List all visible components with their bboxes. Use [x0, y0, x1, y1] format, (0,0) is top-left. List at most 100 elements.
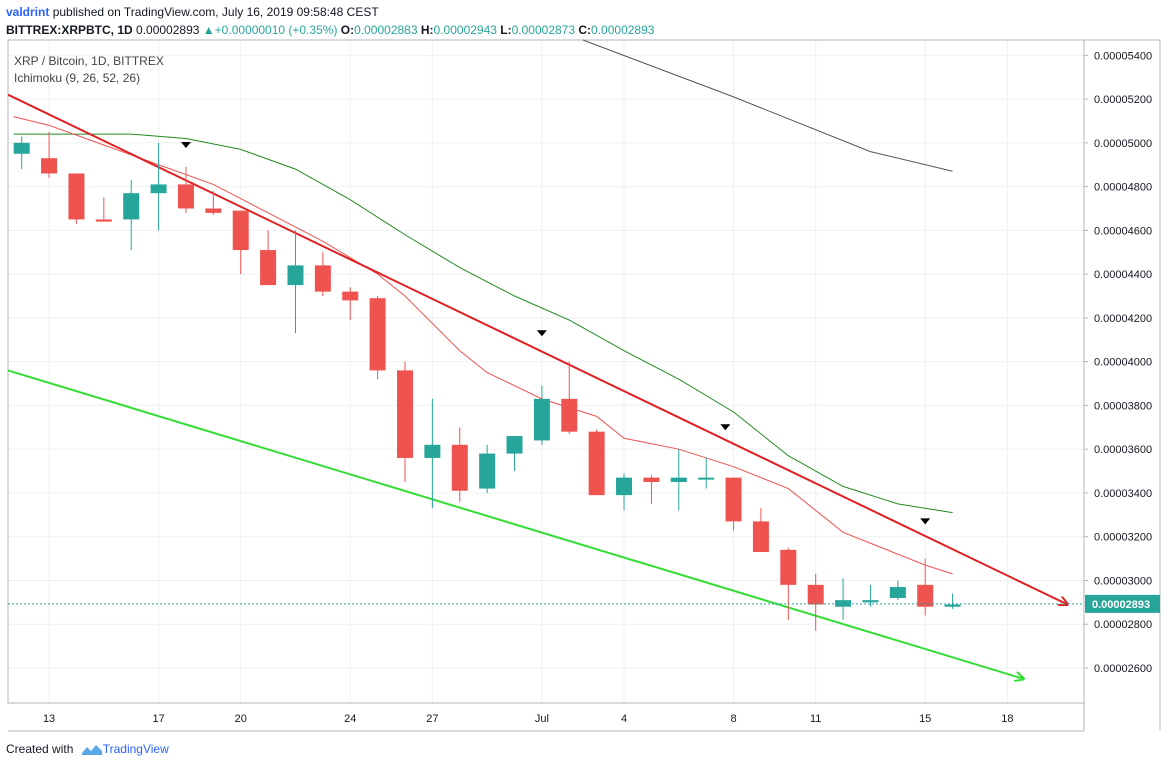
candle-body [643, 477, 660, 482]
candle [643, 475, 660, 504]
candle [780, 547, 797, 620]
candle [396, 361, 413, 482]
x-tick-label: 11 [810, 713, 821, 725]
candle [232, 210, 249, 275]
candle-body [342, 291, 359, 301]
x-tick-label: 24 [344, 713, 356, 725]
y-tick-label: 0.00004600 [1094, 225, 1152, 237]
candle-body [205, 208, 222, 213]
y-tick-label: 0.00003000 [1094, 575, 1152, 587]
candle [13, 136, 30, 170]
candle [725, 477, 742, 531]
low-label: L: [500, 23, 512, 37]
x-tick-label: 17 [152, 713, 164, 725]
x-tick-label: 20 [235, 713, 247, 725]
candle [95, 197, 112, 222]
candle [835, 578, 852, 620]
candle-body [123, 193, 140, 220]
candle-body [725, 477, 742, 522]
candle [424, 398, 441, 509]
symbol-info: BITTREX:XRPBTC, 1D 0.00002893 ▲+0.000000… [6, 23, 654, 37]
x-tick-label: 13 [43, 713, 55, 725]
candle [698, 457, 715, 489]
candle-body [698, 477, 715, 480]
footer: Created with TradingView [6, 742, 169, 756]
author-name[interactable]: valdrint [6, 5, 50, 19]
y-tick-label: 0.00003200 [1094, 532, 1152, 544]
created-with-text: Created with [6, 742, 74, 756]
publish-info: valdrint published on TradingView.com, J… [6, 5, 379, 19]
candle [150, 142, 167, 231]
y-tick-label: 0.00003800 [1094, 400, 1152, 412]
candle [616, 473, 633, 511]
candle-body [807, 584, 824, 605]
candle [944, 593, 961, 609]
tradingview-brand[interactable]: TradingView [102, 742, 169, 756]
signal-marker [720, 424, 731, 431]
candle-body [670, 477, 687, 482]
candle [41, 131, 58, 178]
candle-body [862, 600, 879, 603]
candle [752, 508, 769, 553]
candle-body [780, 549, 797, 585]
symbol-label: BITTREX:XRPBTC, 1D [6, 23, 133, 37]
last-price: 0.00002893 [136, 23, 200, 37]
candle [588, 429, 605, 496]
x-tick-label: Jul [535, 713, 549, 725]
x-tick-label: 8 [730, 713, 736, 725]
x-tick-label: 27 [426, 713, 438, 725]
candle-body [314, 265, 331, 292]
signal-marker [180, 142, 191, 149]
candle [177, 166, 194, 213]
candle [314, 252, 331, 297]
open-value: 0.00002883 [354, 23, 418, 37]
candle-body [588, 431, 605, 496]
last-price-label: 0.00002893 [1092, 599, 1150, 611]
candle [68, 173, 85, 224]
candle-body [177, 184, 194, 209]
close-label: C: [578, 23, 592, 37]
candle [451, 427, 468, 502]
y-tick-label: 0.00003400 [1094, 488, 1152, 500]
candle-body [835, 600, 852, 607]
open-label: O: [340, 23, 355, 37]
x-tick-label: 15 [919, 713, 931, 725]
signal-marker [920, 518, 931, 525]
conversion-line [13, 116, 953, 575]
candle-body [369, 298, 386, 371]
close-value: 0.00002893 [591, 23, 655, 37]
tradingview-logo-icon [81, 745, 102, 755]
candle-body [533, 398, 550, 441]
candle [479, 444, 496, 493]
candle-body [917, 584, 934, 607]
y-tick-label: 0.00002800 [1094, 619, 1152, 631]
candle-body [752, 521, 769, 553]
up-arrow-icon: ▲ [202, 23, 215, 37]
lagging-span-line [582, 39, 953, 172]
candle-body [41, 158, 58, 174]
candle [287, 230, 304, 334]
candle-body [451, 444, 468, 491]
y-tick-label: 0.00005200 [1094, 94, 1152, 106]
candle-body [232, 210, 249, 251]
signal-marker [536, 330, 547, 337]
high-value: 0.00002943 [433, 23, 497, 37]
candle [889, 580, 906, 601]
candle-body [944, 604, 961, 607]
candle [561, 361, 578, 434]
base-line [13, 133, 953, 514]
resistance-trendline [7, 93, 1068, 605]
candle [123, 180, 140, 251]
last-price-badge [1085, 594, 1160, 613]
candle-body [287, 265, 304, 286]
x-tick-label: 18 [1001, 713, 1013, 725]
indicator-legend[interactable]: Ichimoku (9, 26, 52, 26) [14, 71, 141, 85]
candle-body [13, 142, 30, 154]
chart-legend-title: XRP / Bitcoin, 1D, BITTREX [14, 54, 164, 68]
support-trendline [7, 369, 1024, 679]
candle [506, 436, 523, 472]
y-tick-label: 0.00004400 [1094, 269, 1152, 281]
candle [670, 449, 687, 511]
candle-body [506, 436, 523, 454]
